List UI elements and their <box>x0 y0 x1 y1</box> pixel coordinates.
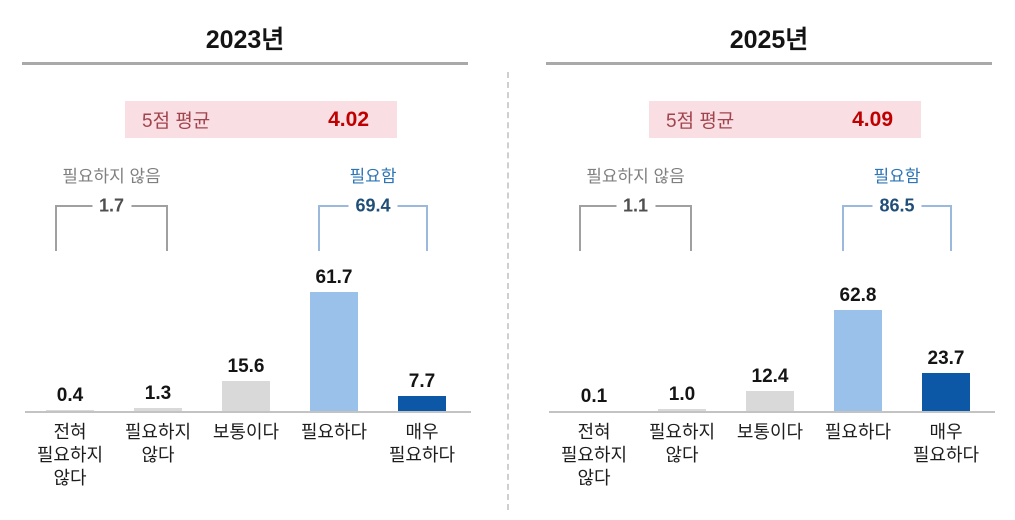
panel-divider-dashed-line <box>507 72 509 510</box>
bar-column: 0.1 <box>550 260 638 411</box>
annotation-label: 필요하지 않음 <box>586 167 685 186</box>
x-axis-line <box>25 411 471 413</box>
bar <box>834 310 882 411</box>
mean-score-label: 5점 평균 <box>666 111 735 132</box>
annotation-bracket: 86.5 <box>842 195 952 251</box>
bar-column: 7.7 <box>378 260 466 411</box>
category-label: 매우 필요하다 <box>388 422 456 466</box>
bar-column: 12.4 <box>726 260 814 411</box>
annotation-value: 86.5 <box>872 195 922 217</box>
annotation-value: 69.4 <box>348 195 398 217</box>
annotation-not-needed: 필요하지 않음 1.7 <box>55 162 168 252</box>
bar-value-label: 62.8 <box>839 285 877 306</box>
x-axis-line <box>549 411 995 413</box>
mean-score-value: 4.09 <box>852 107 893 131</box>
bar-column: 1.0 <box>638 260 726 411</box>
category-label: 필요하다 <box>300 422 368 442</box>
mean-score-box: 5점 평균 4.09 <box>649 101 921 138</box>
category-label: 필요하지 않다 <box>648 422 716 466</box>
category-label: 보통이다 <box>736 422 804 442</box>
category-axis-labels: 전혀 필요하지 않다 필요하지 않다 보통이다 필요하다 매우 필요하다 <box>550 421 990 490</box>
bar-column: 15.6 <box>202 260 290 411</box>
category-label: 보통이다 <box>212 422 280 442</box>
bar-value-label: 23.7 <box>927 348 965 369</box>
category-label: 매우 필요하다 <box>912 422 980 466</box>
bar-value-label: 1.3 <box>144 383 172 404</box>
mean-score-box: 5점 평균 4.02 <box>125 101 397 138</box>
annotation-bracket: 69.4 <box>318 195 428 251</box>
bar <box>922 373 970 411</box>
bar-plot-area: 0.1 1.0 12.4 62.8 23.7 <box>550 260 990 411</box>
bar-value-label: 7.7 <box>408 371 436 392</box>
mean-score-value: 4.02 <box>328 107 369 131</box>
panel-title: 2023년 <box>205 26 285 54</box>
annotation-not-needed: 필요하지 않음 1.1 <box>579 162 692 252</box>
bar-value-label: 0.4 <box>56 385 84 406</box>
title-underline <box>546 62 992 65</box>
bar-column: 0.4 <box>26 260 114 411</box>
category-label: 필요하다 <box>824 422 892 442</box>
annotation-value: 1.1 <box>615 195 656 217</box>
bar <box>398 396 446 411</box>
category-label: 전혀 필요하지 않다 <box>560 422 628 489</box>
category-axis-labels: 전혀 필요하지 않다 필요하지 않다 보통이다 필요하다 매우 필요하다 <box>26 421 466 490</box>
category-label: 필요하지 않다 <box>124 422 192 466</box>
annotation-label: 필요함 <box>349 167 397 186</box>
annotation-needed: 필요함 86.5 <box>842 162 952 252</box>
bar <box>746 391 794 411</box>
bar-column: 23.7 <box>902 260 990 411</box>
bar-column: 61.7 <box>290 260 378 411</box>
annotation-value: 1.7 <box>91 195 132 217</box>
bar <box>46 410 94 411</box>
bar-value-label: 61.7 <box>315 267 353 288</box>
panel-2025: 2025년 5점 평균 4.09 필요하지 않음 1.1 필요함 86.5 0.… <box>524 0 1015 520</box>
bar-column: 1.3 <box>114 260 202 411</box>
category-label: 전혀 필요하지 않다 <box>36 422 104 489</box>
title-underline <box>22 62 468 65</box>
bar-value-label: 1.0 <box>668 384 696 405</box>
bar <box>658 409 706 411</box>
mean-score-label: 5점 평균 <box>142 111 211 132</box>
bar-value-label: 15.6 <box>227 356 265 377</box>
bar <box>134 408 182 411</box>
annotation-bracket: 1.1 <box>579 195 692 251</box>
annotation-needed: 필요함 69.4 <box>318 162 428 252</box>
panel-2023: 2023년 5점 평균 4.02 필요하지 않음 1.7 필요함 69.4 0.… <box>0 0 497 520</box>
annotation-bracket: 1.7 <box>55 195 168 251</box>
annotation-label: 필요함 <box>873 167 921 186</box>
bar <box>310 292 358 411</box>
bar-plot-area: 0.4 1.3 15.6 61.7 7.7 <box>26 260 466 411</box>
annotation-label: 필요하지 않음 <box>62 167 161 186</box>
bar-value-label: 12.4 <box>751 366 789 387</box>
panel-title: 2025년 <box>729 26 809 54</box>
bar-value-label: 0.1 <box>580 386 608 407</box>
bar <box>222 381 270 411</box>
bar-column: 62.8 <box>814 260 902 411</box>
